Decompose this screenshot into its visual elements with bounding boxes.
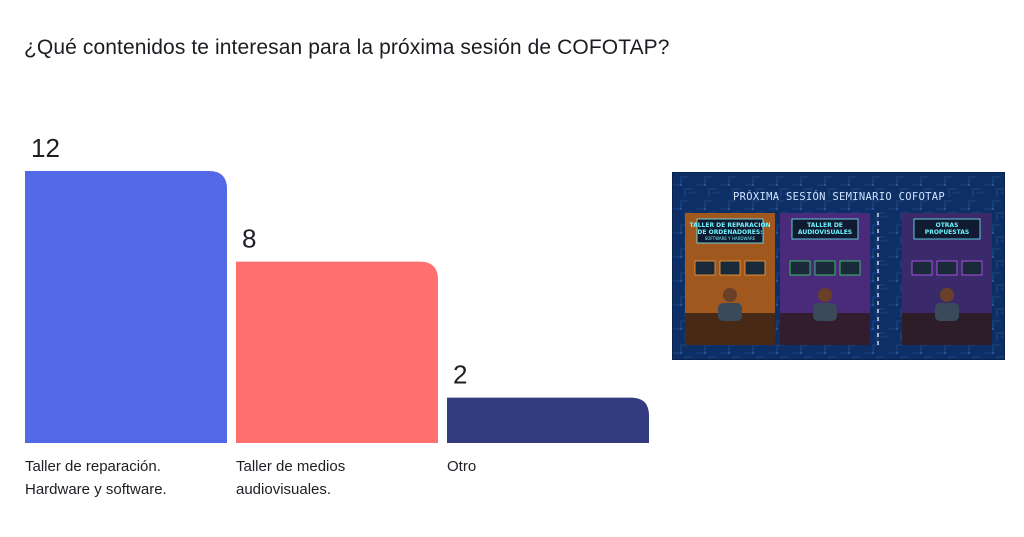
category-label-1: Taller de reparación. Hardware y software… xyxy=(25,455,230,501)
session-preview-image: PRÓXIMA SESIÓN SEMINARIO COFOTAP TALLER … xyxy=(672,172,1005,360)
image-title: PRÓXIMA SESIÓN SEMINARIO COFOTAP xyxy=(733,190,945,203)
tile-title-line: TALLER DE REPARACIÓN xyxy=(689,222,770,229)
tile-title-line: PROPUESTAS xyxy=(925,229,969,236)
tile-title-line: TALLER DE xyxy=(807,222,843,229)
bar-value-label-1: 12 xyxy=(31,133,60,163)
tile-title-line: AUDIOVISUALES xyxy=(798,229,852,236)
category-label-line: Taller de medios xyxy=(236,458,346,475)
category-label-line: Hardware y software. xyxy=(25,481,167,498)
category-label-3: Otro xyxy=(447,455,652,478)
tile-title-line: OTRAS xyxy=(936,222,959,229)
question-title: ¿Qué contenidos te interesan para la pró… xyxy=(24,36,670,59)
category-label-line: Taller de reparación. xyxy=(25,458,161,475)
category-label-line: audiovisuales. xyxy=(236,481,332,498)
bar-2 xyxy=(236,261,438,443)
bar-value-label-3: 2 xyxy=(453,360,467,390)
category-label-line: Otro xyxy=(447,458,477,475)
bar-1 xyxy=(25,171,227,443)
category-label-2: Taller de medios audiovisuales. xyxy=(236,455,441,501)
tile-title-line: DE ORDENADORES: xyxy=(697,229,762,236)
bar-chart: 12 8 2 xyxy=(25,133,649,443)
bar-3 xyxy=(447,397,649,443)
bar-value-label-2: 8 xyxy=(242,224,256,254)
tile-subtitle: SOFTWARE Y HARDWARE xyxy=(705,236,756,241)
